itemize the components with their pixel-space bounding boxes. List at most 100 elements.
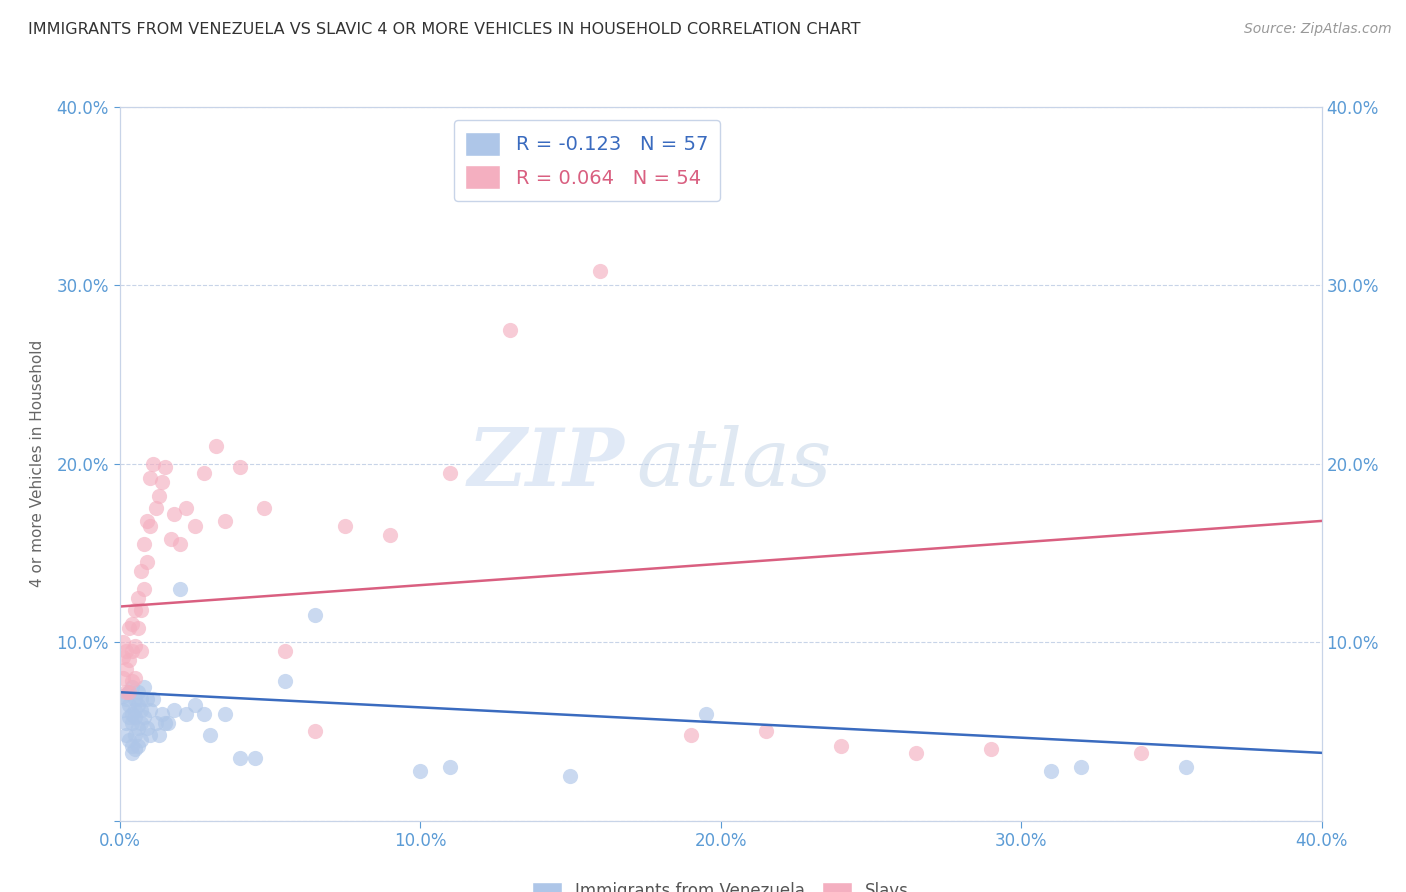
Point (138, 471, 160, 485)
Point (132, 537, 155, 551)
Point (111, 649, 134, 664)
Point (124, 671, 146, 685)
Point (117, 710, 139, 724)
Point (121, 680, 143, 694)
Text: atlas: atlas (637, 425, 832, 502)
Point (132, 680, 155, 694)
Point (135, 692, 157, 706)
Point (228, 460, 252, 475)
Point (904, 746, 927, 760)
Point (243, 751, 266, 765)
Point (124, 710, 146, 724)
Point (124, 692, 146, 706)
Point (214, 514, 236, 528)
Point (129, 703, 152, 717)
Point (169, 582, 191, 596)
Point (174, 501, 197, 516)
Point (378, 528, 401, 542)
Point (679, 728, 702, 742)
Point (132, 582, 155, 596)
Point (589, 264, 612, 278)
Point (169, 537, 191, 551)
Point (333, 519, 356, 533)
Point (980, 742, 1002, 756)
Point (124, 639, 146, 653)
Point (129, 644, 152, 658)
Point (114, 685, 136, 699)
Point (117, 698, 139, 712)
Point (214, 706, 236, 721)
Point (198, 728, 221, 742)
Point (204, 439, 226, 453)
Point (117, 733, 139, 747)
Point (132, 710, 155, 724)
Point (1040, 764, 1063, 778)
Point (117, 685, 139, 699)
Point (117, 621, 139, 635)
Point (830, 739, 852, 753)
Point (121, 706, 143, 721)
Point (439, 466, 461, 480)
Point (129, 733, 152, 747)
Point (124, 603, 146, 617)
Point (150, 475, 173, 489)
Point (138, 519, 160, 533)
Point (121, 739, 143, 753)
Point (138, 728, 160, 742)
Point (129, 715, 152, 730)
Point (193, 706, 215, 721)
Point (111, 689, 134, 703)
Point (127, 698, 149, 712)
Point (145, 501, 167, 516)
Point (183, 519, 205, 533)
Legend: Immigrants from Venezuela, Slavs: Immigrants from Venezuela, Slavs (526, 875, 915, 892)
Point (162, 703, 184, 717)
Point (193, 466, 215, 480)
Point (117, 685, 139, 699)
Point (129, 692, 152, 706)
Point (124, 728, 146, 742)
Text: ZIP: ZIP (468, 425, 624, 502)
Point (114, 692, 136, 706)
Point (695, 706, 717, 721)
Point (127, 721, 149, 735)
Point (755, 724, 778, 739)
Point (1130, 746, 1153, 760)
Point (153, 460, 176, 475)
Point (121, 746, 143, 760)
Point (253, 501, 276, 516)
Point (153, 715, 176, 730)
Point (114, 728, 136, 742)
Point (124, 703, 146, 717)
Point (1070, 760, 1092, 774)
Point (439, 760, 461, 774)
Point (114, 644, 136, 658)
Point (114, 715, 136, 730)
Point (274, 644, 297, 658)
Point (111, 671, 134, 685)
Point (159, 532, 181, 546)
Point (138, 703, 160, 717)
Point (150, 706, 173, 721)
Point (1175, 760, 1198, 774)
Point (304, 608, 326, 623)
Point (156, 715, 179, 730)
Point (117, 653, 139, 667)
Point (148, 728, 170, 742)
Point (142, 692, 165, 706)
Point (127, 739, 149, 753)
Point (114, 662, 136, 676)
Point (499, 323, 522, 337)
Point (304, 724, 326, 739)
Point (124, 742, 146, 756)
Point (135, 555, 157, 569)
Point (142, 457, 165, 471)
Point (127, 621, 149, 635)
Y-axis label: 4 or more Vehicles in Household: 4 or more Vehicles in Household (31, 340, 45, 588)
Point (560, 769, 582, 783)
Point (135, 514, 157, 528)
Point (162, 507, 184, 521)
Point (111, 635, 134, 649)
Point (121, 644, 143, 658)
Point (127, 591, 149, 605)
